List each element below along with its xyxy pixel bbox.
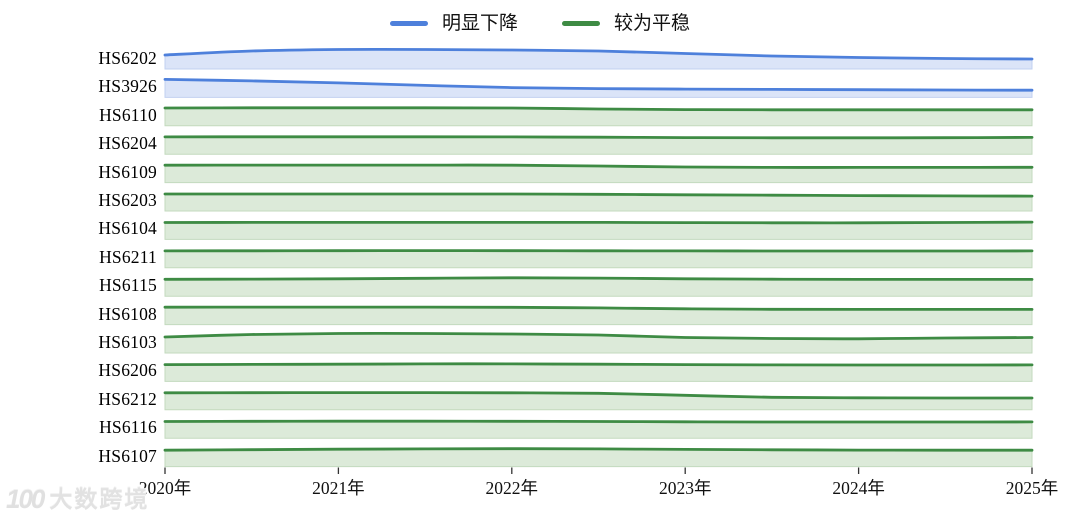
ridge-line-HS6203 xyxy=(163,192,1034,198)
row-label-HS6116: HS6116 xyxy=(99,417,157,438)
row-label-HS6202: HS6202 xyxy=(98,48,157,68)
ridge-line-HS6206 xyxy=(163,362,1034,367)
ridge-line-HS6212 xyxy=(163,391,1034,400)
ridge-line-HS6107 xyxy=(163,447,1034,452)
ridge-fill-HS6116 xyxy=(164,420,1033,439)
row-label-HS6204: HS6204 xyxy=(98,133,157,154)
legend: 明显下降 较为平稳 xyxy=(0,8,1080,38)
legend-swatch-stable xyxy=(562,20,600,26)
ridge-fill-HS6104 xyxy=(164,221,1033,240)
legend-item-decline[interactable]: 明显下降 xyxy=(389,12,518,34)
row-label-HS6109: HS6109 xyxy=(98,161,157,182)
x-tick-label-2023: 2023年 xyxy=(658,478,712,498)
row-label-HS6212: HS6212 xyxy=(98,388,157,409)
row-label-HS6107: HS6107 xyxy=(98,445,157,466)
watermark: 100 大数跨境 xyxy=(6,483,149,515)
ridge-line-HS3926 xyxy=(163,78,1034,92)
ridge-fill-HS6211 xyxy=(164,250,1033,269)
ridge-fill-HS6212 xyxy=(164,392,1033,411)
x-tick-label-2021: 2021年 xyxy=(312,478,365,498)
watermark-logo: 100 xyxy=(6,484,45,514)
row-label-HS6103: HS6103 xyxy=(98,332,157,352)
ridge-line-HS6202 xyxy=(163,47,1034,61)
ridge-line-HS6116 xyxy=(163,419,1034,424)
x-tick-label-2025: 2025年 xyxy=(1005,478,1059,498)
ridge-fill-HS6204 xyxy=(164,136,1033,155)
x-tick-label-2022: 2022年 xyxy=(485,478,539,498)
row-label-HS6115: HS6115 xyxy=(99,275,157,296)
ridge-line-HS6103 xyxy=(163,331,1034,341)
ridge-line-HS6109 xyxy=(163,163,1034,169)
row-label-HS3926: HS3926 xyxy=(98,76,157,97)
row-label-HS6206: HS6206 xyxy=(98,360,157,381)
row-label-HS6211: HS6211 xyxy=(99,246,157,267)
x-tick-label-2024: 2024年 xyxy=(832,478,885,498)
legend-item-stable[interactable]: 较为平稳 xyxy=(562,14,690,33)
ridge-line-HS6204 xyxy=(163,135,1034,140)
ridge-line-HS6115 xyxy=(163,276,1034,281)
watermark-text: 大数跨境 xyxy=(49,486,150,512)
ridge-line-HS6108 xyxy=(163,305,1034,311)
legend-swatch-decline xyxy=(389,20,428,26)
ridge-fill-HS6206 xyxy=(164,363,1033,382)
row-label-HS6110: HS6110 xyxy=(99,104,157,125)
ridge-line-HS6110 xyxy=(163,106,1034,112)
ridge-line-HS6104 xyxy=(163,220,1034,225)
legend-label-stable: 较为平稳 xyxy=(614,12,691,34)
x-tick-label-2020: 2020年 xyxy=(138,478,192,498)
row-label-HS6104: HS6104 xyxy=(98,218,157,239)
legend-label-decline: 明显下降 xyxy=(441,12,518,34)
row-label-HS6203: HS6203 xyxy=(98,190,157,210)
row-label-HS6108: HS6108 xyxy=(98,303,157,324)
